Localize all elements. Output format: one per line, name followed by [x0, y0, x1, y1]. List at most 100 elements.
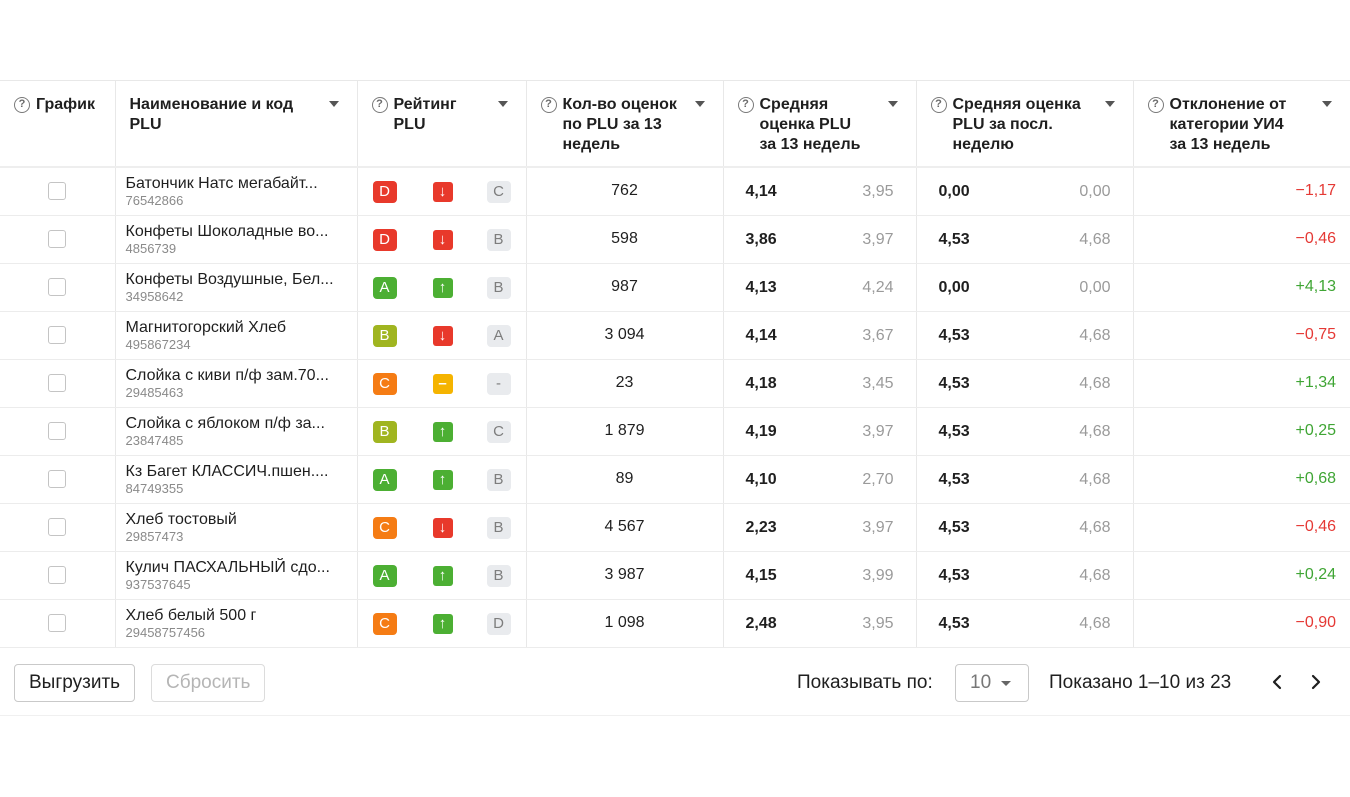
chart-checkbox[interactable]: [48, 277, 67, 296]
plu-name: Кулич ПАСХАЛЬНЫЙ сдо...: [125, 559, 330, 576]
avg-rating-last-week-category: 0,00: [1079, 278, 1111, 296]
column-header[interactable]: ? Рейтинг PLU: [357, 81, 527, 168]
ratings-count: 3 987: [526, 551, 724, 600]
sort-caret-icon[interactable]: [694, 101, 705, 107]
table-row[interactable]: Хлеб белый 500 г 29458757456 C ↑ D 1 098 2,48 3…: [0, 599, 1350, 648]
plu-name: Кз Багет КЛАССИЧ.пшен....: [125, 463, 329, 480]
avg-rating-13w-cell: 4,14 3,95: [723, 167, 917, 216]
plu-code: 76542866: [125, 193, 184, 209]
chart-checkbox[interactable]: [48, 613, 67, 632]
avg-rating-13w: 2,23: [745, 518, 777, 536]
table-row[interactable]: Кулич ПАСХАЛЬНЫЙ сдо... 937537645 A ↑ B 3 987…: [0, 551, 1350, 600]
plu-code: 4856739: [125, 241, 177, 256]
column-header[interactable]: ? Отклонение от категории УИ4 за 13 недел…: [1133, 81, 1350, 168]
column-header-content: ? График: [14, 95, 103, 115]
avg-rating-last-week-cell: 4,53 4,68: [916, 599, 1134, 648]
sort-caret-icon[interactable]: [497, 101, 508, 107]
chart-checkbox-cell: [0, 359, 116, 408]
avg-rating-last-week-cell: 4,53 4,68: [916, 215, 1134, 264]
next-page-button[interactable]: [1305, 670, 1327, 694]
table-row[interactable]: Магнитогорский Хлеб 495867234 B ↓ A 3 094 4,14…: [0, 311, 1350, 360]
rating-badge: D: [372, 228, 397, 251]
avg-rating-last-week-cell: 0,00 0,00: [916, 263, 1134, 312]
avg-rating-13w-category: 3,95: [862, 183, 894, 200]
column-header-label: Кол-во оценок по PLU за 13 недель: [562, 96, 677, 153]
ratings-count: 1 879: [526, 407, 724, 456]
reset-button[interactable]: Сбросить: [151, 664, 266, 702]
avg-rating-last-week: 4,53: [938, 230, 970, 248]
sort-caret-icon[interactable]: [1104, 101, 1115, 107]
rating-cell: B ↑ C: [357, 407, 527, 456]
avg-rating-last-week: 4,53: [938, 326, 970, 344]
column-header[interactable]: ? Средняя оценка PLU за посл. неделю: [916, 81, 1134, 168]
column-header-label: Отклонение от категории УИ4 за 13 недель: [1169, 96, 1287, 153]
plu-name: Конфеты Воздушные, Бел...: [125, 271, 334, 288]
category-deviation: +1,34: [1133, 359, 1350, 408]
chart-checkbox-cell: [0, 503, 116, 552]
category-deviation: −0,75: [1133, 311, 1350, 360]
prev-page-button[interactable]: [1266, 670, 1288, 694]
avg-rating-13w-cell: 4,19 3,97: [723, 407, 917, 456]
table-row[interactable]: Конфеты Шоколадные во... 4856739 D ↓ B 598 3,8…: [0, 215, 1350, 264]
chart-checkbox[interactable]: [48, 229, 67, 248]
sort-caret-icon[interactable]: [1322, 101, 1332, 107]
chart-checkbox[interactable]: [48, 565, 67, 584]
plu-name-cell: Кулич ПАСХАЛЬНЫЙ сдо... 937537645: [115, 551, 358, 600]
column-header[interactable]: ? Кол-во оценок по PLU за 13 недель: [526, 81, 724, 168]
chart-checkbox[interactable]: [48, 421, 67, 440]
help-icon[interactable]: ?: [540, 97, 557, 113]
chart-checkbox[interactable]: [48, 469, 67, 488]
sort-caret-icon[interactable]: [328, 101, 339, 107]
chart-checkbox[interactable]: [48, 517, 67, 536]
previous-rating-badge: B: [486, 564, 511, 587]
sort-caret-icon[interactable]: [887, 101, 898, 107]
column-header-content: ? Отклонение от категории УИ4 за 13 недел…: [1147, 95, 1339, 155]
export-button[interactable]: Выгрузить: [14, 664, 136, 702]
rating-badge: C: [372, 372, 397, 395]
per-page-select[interactable]: 10: [955, 664, 1029, 702]
category-deviation: −1,17: [1133, 167, 1350, 216]
help-icon[interactable]: ?: [930, 97, 947, 113]
previous-rating-badge: B: [486, 516, 511, 539]
previous-rating-badge: A: [486, 324, 511, 347]
table-row[interactable]: Слойка с киви п/ф зам.70... 29485463 C – -23…: [0, 359, 1350, 408]
table-row[interactable]: Батончик Натс мегабайт... 76542866 D ↓ C 762 4…: [0, 167, 1350, 216]
trend-flat-icon: –: [432, 373, 453, 394]
table-body: Батончик Натс мегабайт... 76542866 D ↓ C 762 4…: [0, 167, 1350, 648]
caret-down-icon: [1001, 681, 1011, 686]
avg-rating-13w: 4,18: [745, 374, 777, 392]
trend-up-icon: ↑: [432, 421, 453, 442]
chart-checkbox[interactable]: [48, 182, 67, 201]
column-header-label: Наименование и код PLU: [129, 96, 294, 133]
trend-down-icon: ↓: [432, 517, 453, 538]
avg-rating-13w-cell: 4,10 2,70: [723, 455, 917, 504]
avg-rating-last-week-cell: 0,00 0,00: [916, 167, 1134, 216]
avg-rating-13w-category: 3,99: [862, 566, 894, 584]
table-row[interactable]: Слойка с яблоком п/ф за... 23847485 B ↑ C 1 8…: [0, 407, 1350, 456]
help-icon[interactable]: ?: [737, 97, 754, 113]
column-header[interactable]: Наименование и код PLU: [115, 81, 358, 168]
help-icon[interactable]: ?: [14, 97, 30, 113]
chart-checkbox[interactable]: [48, 325, 67, 344]
avg-rating-last-week-cell: 4,53 4,68: [916, 503, 1134, 552]
help-icon[interactable]: ?: [371, 97, 388, 113]
table-row[interactable]: Хлеб тостовый 29857473 C ↓ B 4 567 2,23 3,97 4,5…: [0, 503, 1350, 552]
table-row[interactable]: Кз Багет КЛАССИЧ.пшен.... 84749355 A ↑ B 89 4,…: [0, 455, 1350, 504]
column-header-content: ? Кол-во оценок по PLU за 13 недель: [540, 95, 711, 155]
help-icon[interactable]: ?: [1147, 97, 1164, 113]
previous-rating-badge: B: [486, 468, 511, 491]
ratings-count: 1 098: [526, 599, 724, 648]
plu-code: 937537645: [125, 577, 191, 592]
table-row[interactable]: Конфеты Воздушные, Бел... 34958642 A ↑ B 987 4…: [0, 263, 1350, 312]
avg-rating-last-week: 4,53: [938, 566, 970, 584]
ratings-count: 987: [526, 263, 724, 312]
rating-badge: B: [372, 324, 397, 347]
column-header[interactable]: ? Средняя оценка PLU за 13 недель: [723, 81, 917, 168]
chart-checkbox[interactable]: [48, 373, 67, 392]
plu-name-cell: Конфеты Воздушные, Бел... 34958642: [115, 263, 358, 312]
column-header-content: Наименование и код PLU: [130, 95, 345, 135]
avg-rating-13w-category: 3,95: [862, 614, 894, 632]
chevron-right-icon: [1311, 674, 1321, 690]
chart-checkbox-cell: [0, 551, 116, 600]
avg-rating-last-week-category: 4,68: [1079, 422, 1111, 440]
